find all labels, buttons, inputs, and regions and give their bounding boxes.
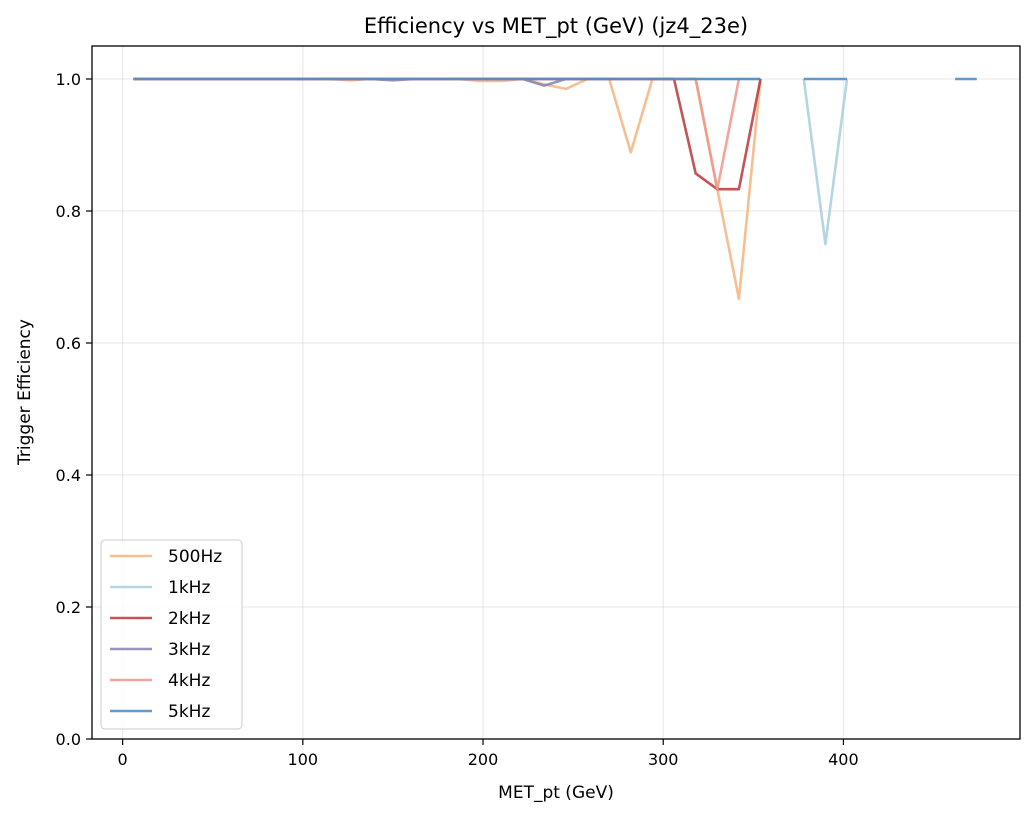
legend-label-4khz: 4kHz <box>168 671 210 691</box>
y-tick-label: 0.0 <box>56 730 81 749</box>
legend-label-3khz: 3kHz <box>168 640 210 660</box>
legend-box <box>100 539 243 730</box>
y-tick-label: 0.8 <box>56 202 81 221</box>
tick-layer: 0 100 200 300 400 0.0 0.2 0.4 0.6 0.8 1.0 <box>56 70 859 769</box>
x-tick-label: 100 <box>288 750 319 769</box>
plot-frame <box>91 45 1021 740</box>
y-tick-label: 0.4 <box>56 466 81 485</box>
legend-label-2khz: 2kHz <box>168 609 210 629</box>
legend-label-1khz: 1kHz <box>168 578 210 598</box>
chart-title: Efficiency vs MET_pt (GeV) (jz4_23e) <box>364 14 748 39</box>
legend-label-5khz: 5kHz <box>168 702 210 722</box>
x-tick-label: 300 <box>648 750 679 769</box>
x-tick-label: 0 <box>118 750 128 769</box>
legend: 500Hz 1kHz 2kHz 3kHz 4kHz 5kHz <box>100 539 243 730</box>
legend-label-500hz: 500Hz <box>168 547 222 567</box>
y-tick-label: 0.6 <box>56 334 81 353</box>
y-tick-label: 1.0 <box>56 70 81 89</box>
y-tick-label: 0.2 <box>56 598 81 617</box>
x-axis-label: MET_pt (GeV) <box>498 783 614 803</box>
y-axis-label: Trigger Efficiency <box>15 319 35 466</box>
plot-area-background <box>92 46 1020 739</box>
x-tick-label: 200 <box>468 750 499 769</box>
series-layer <box>133 77 977 301</box>
x-tick-label: 400 <box>828 750 859 769</box>
